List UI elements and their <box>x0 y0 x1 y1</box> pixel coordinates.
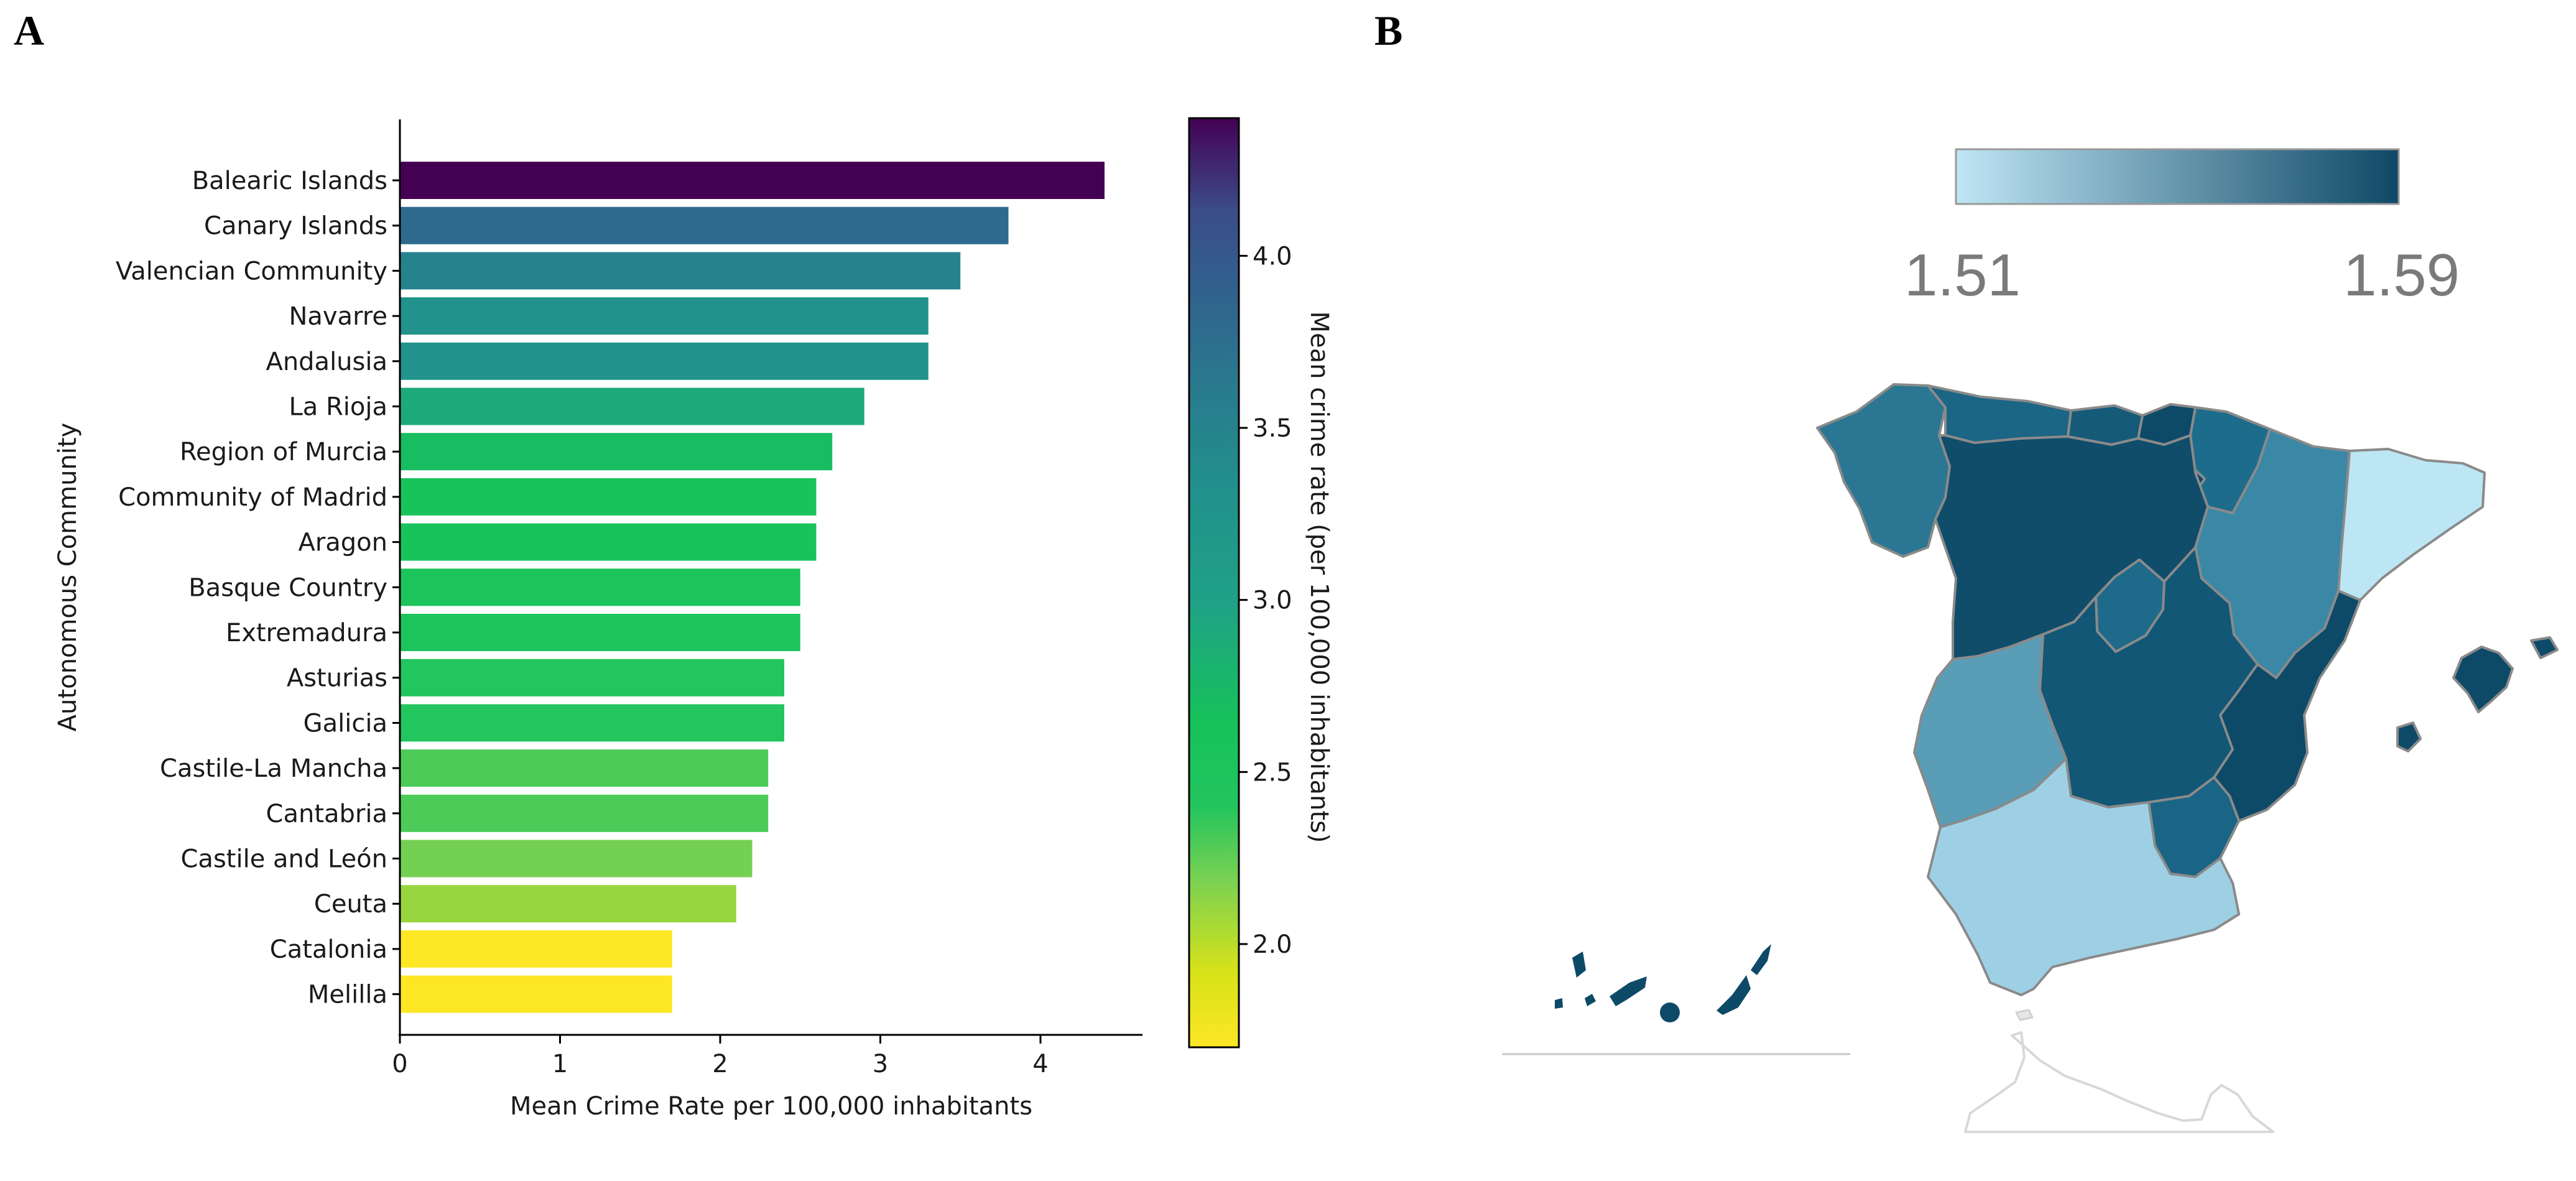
category-label-18: Melilla <box>308 981 387 1009</box>
bar-chart: Balearic Islands Canary Islands Valencian … <box>53 119 1142 1121</box>
bar-13 <box>400 749 769 787</box>
x-tick-label-2: 2 <box>712 1050 728 1078</box>
region-canary-islands <box>1555 944 1771 1022</box>
category-label-16: Ceuta <box>314 890 387 919</box>
bar-7 <box>400 478 817 516</box>
bar-11 <box>400 659 784 697</box>
bar-8 <box>400 523 817 561</box>
category-label-14: Cantabria <box>266 800 387 828</box>
x-axis-title: Mean Crime Rate per 100,000 inhabitants <box>510 1092 1032 1121</box>
category-label-11: Asturias <box>287 664 387 693</box>
bar-2 <box>400 252 961 290</box>
region-galicia <box>1816 383 1951 558</box>
colorbar-ticks: 2.0 2.5 3.0 3.5 4.0 <box>1239 242 1292 959</box>
panel-label-b: B <box>1374 7 1402 54</box>
map-legend-max: 1.59 <box>2343 242 2460 308</box>
category-label-3: Navarre <box>289 302 387 331</box>
bar-6 <box>400 433 833 471</box>
colorbar-gradient <box>1188 117 1240 1049</box>
category-label-17: Catalonia <box>270 935 387 964</box>
x-tick-label-0: 0 <box>392 1050 407 1078</box>
bar-15 <box>400 840 753 878</box>
bar-3 <box>400 297 929 335</box>
x-axis-ticks: 0 1 2 3 4 <box>392 1035 1049 1078</box>
bar-9 <box>400 568 800 606</box>
category-label-9: Basque Country <box>188 573 387 602</box>
category-label-8: Aragon <box>298 529 387 557</box>
category-label-10: Extremadura <box>226 619 387 647</box>
bar-14 <box>400 794 769 832</box>
category-label-15: Castile and León <box>181 845 388 874</box>
colorbar-tick-label-1: 2.5 <box>1253 758 1292 787</box>
north-africa-outline <box>1964 1031 2274 1133</box>
category-label-6: Region of Murcia <box>180 438 387 466</box>
category-label-0: Balearic Islands <box>192 167 387 195</box>
region-asturias <box>1927 384 2072 444</box>
region-balearic-menorca <box>2530 636 2559 659</box>
category-label-2: Valencian Community <box>116 257 387 285</box>
bar-18 <box>400 975 672 1013</box>
category-label-5: La Rioja <box>289 393 387 422</box>
colorbar-tick-label-0: 2.0 <box>1253 930 1292 959</box>
map-legend-gradient <box>1955 148 2400 205</box>
bar-16 <box>400 885 736 923</box>
region-catalonia <box>2337 448 2486 601</box>
bar-10 <box>400 614 800 651</box>
panel-label-a: A <box>14 7 44 54</box>
colorbar: 2.0 2.5 3.0 3.5 4.0 Mean crime rate (per 100… <box>1188 117 1333 1049</box>
category-label-12: Galicia <box>303 709 387 738</box>
x-tick-label-3: 3 <box>873 1050 888 1078</box>
category-label-1: Canary Islands <box>204 212 387 241</box>
bar-0 <box>400 162 1105 199</box>
bars-group <box>400 162 1105 1013</box>
region-ceuta <box>2015 1009 2034 1021</box>
region-balearic-mallorca <box>2452 646 2514 713</box>
colorbar-tick-label-3: 3.5 <box>1253 414 1292 443</box>
category-label-7: Community of Madrid <box>118 483 387 512</box>
category-label-4: Andalusia <box>266 348 387 376</box>
bar-5 <box>400 387 864 425</box>
colorbar-title: Mean crime rate (per 100,000 inhabitants… <box>1305 312 1333 843</box>
bar-4 <box>400 342 929 380</box>
map-legend-min: 1.51 <box>1904 242 2021 308</box>
bar-1 <box>400 206 1009 244</box>
spain-map: 1.51 1.59 <box>1502 148 2559 1133</box>
y-axis-title: Autonomous Community <box>53 423 82 732</box>
colorbar-tick-label-4: 4.0 <box>1253 242 1292 271</box>
category-labels: Balearic Islands Canary Islands Valencian … <box>116 167 400 1009</box>
bar-17 <box>400 930 672 968</box>
category-label-13: Castile-La Mancha <box>160 754 387 783</box>
x-tick-label-4: 4 <box>1032 1050 1048 1078</box>
region-balearic-ibiza <box>2396 721 2422 753</box>
bar-12 <box>400 704 784 742</box>
region-andalusia <box>1927 757 2240 996</box>
colorbar-tick-label-2: 3.0 <box>1253 586 1292 615</box>
x-tick-label-1: 1 <box>552 1050 568 1078</box>
